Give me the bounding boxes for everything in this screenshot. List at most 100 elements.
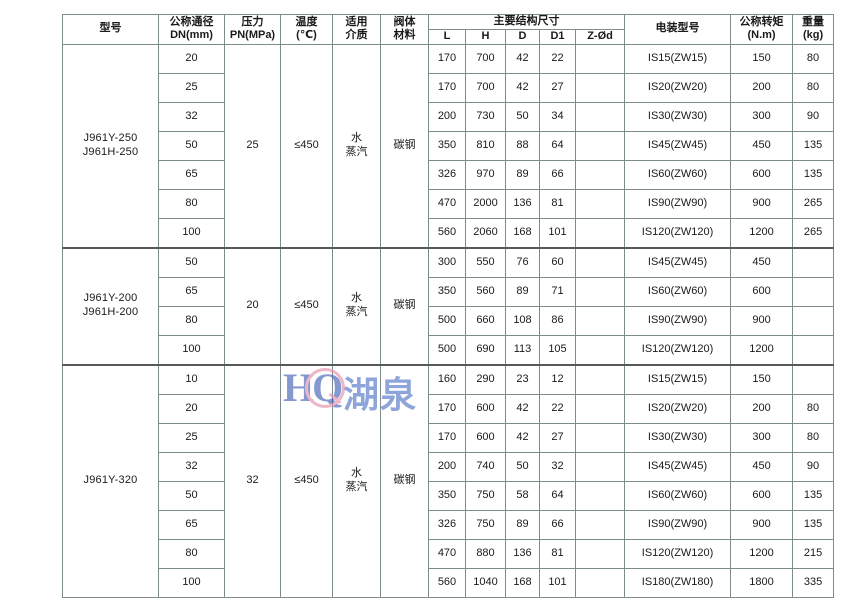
table-body: J961Y-250 J961H-250 20 25 ≤450 水 蒸汽 碳钢 170 700 4… <box>62 43 835 598</box>
cell-nominal-diameter: 32 <box>158 451 225 482</box>
cell-nominal-torque: 600 <box>730 480 794 511</box>
cell-weight: 265 <box>792 188 835 219</box>
cell-dim-H: 740 <box>465 451 506 482</box>
cell-dim-D1: 101 <box>539 567 576 598</box>
cell-dim-H: 690 <box>465 334 506 365</box>
cell-dim-L: 350 <box>428 276 466 307</box>
cell-actuator-model: IS45(ZW45) <box>624 451 732 482</box>
cell-temperature: ≤450 <box>280 246 333 365</box>
header-dim-D: D <box>505 28 540 45</box>
table-row: 100 560 1040 168 101 IS180(ZW180) 1800 335 <box>63 567 835 598</box>
table-row: J961Y-200 J961H-200 50 20 ≤450 水 蒸汽 碳钢 300 550 7… <box>62 246 835 365</box>
cell-dim-D: 76 <box>505 246 540 278</box>
cell-weight: 90 <box>792 101 835 132</box>
cell-dim-Z-od <box>574 130 626 161</box>
cell-dim-L: 470 <box>428 188 466 219</box>
cell-dim-Z-od <box>574 305 626 336</box>
cell-weight: 90 <box>792 451 835 482</box>
cell-nominal-torque: 150 <box>730 43 794 74</box>
header-nominal-diameter: 公称通径 DN(mm) <box>158 14 225 45</box>
cell-weight: 135 <box>792 159 835 190</box>
cell-nominal-diameter: 100 <box>158 334 225 365</box>
cell-dim-D1: 101 <box>539 217 576 248</box>
cell-actuator-model: IS90(ZW90) <box>624 305 732 336</box>
cell-dim-L: 200 <box>428 451 466 482</box>
cell-dim-Z-od <box>574 276 626 307</box>
cell-dim-Z-od <box>574 217 626 248</box>
table-row: 25 170 600 42 27 IS30(ZW30) 300 80 <box>63 422 835 453</box>
cell-temperature: ≤450 <box>280 363 333 598</box>
cell-nominal-diameter: 100 <box>158 567 225 598</box>
cell-nominal-torque: 200 <box>730 393 794 424</box>
cell-dim-D1: 27 <box>539 422 576 453</box>
cell-nominal-diameter: 50 <box>158 130 225 161</box>
cell-nominal-torque: 450 <box>730 451 794 482</box>
cell-nominal-torque: 900 <box>730 305 794 336</box>
header-dim-H: H <box>465 28 506 45</box>
cell-weight: 335 <box>792 567 835 598</box>
table-row: 80 470 880 136 81 IS120(ZW120) 1200 215 <box>63 538 835 569</box>
cell-dim-L: 170 <box>428 393 466 424</box>
cell-dim-H: 810 <box>465 130 506 161</box>
cell-dim-L: 170 <box>428 43 466 74</box>
cell-dim-H: 2000 <box>465 188 506 219</box>
cell-dim-D: 50 <box>505 101 540 132</box>
header-weight-line2: (kg) <box>802 29 824 42</box>
cell-nominal-torque: 900 <box>730 509 794 540</box>
cell-nominal-torque: 450 <box>730 130 794 161</box>
cell-dim-Z-od <box>574 72 626 103</box>
cell-dim-L: 170 <box>428 422 466 453</box>
cell-dim-Z-od <box>574 188 626 219</box>
header-body-material-line1: 阀体 <box>393 15 416 28</box>
cell-weight: 215 <box>792 538 835 569</box>
cell-medium: 水 蒸汽 <box>332 363 381 598</box>
cell-dim-Z-od <box>574 393 626 424</box>
cell-dim-D: 113 <box>505 334 540 365</box>
header-pressure-line2: PN(MPa) <box>229 29 276 42</box>
cell-nominal-diameter: 65 <box>158 159 225 190</box>
table-row: 20 170 600 42 22 IS20(ZW20) 200 80 <box>63 393 835 424</box>
cell-medium: 水 蒸汽 <box>332 246 381 365</box>
cell-dim-D1: 66 <box>539 509 576 540</box>
cell-nominal-diameter: 65 <box>158 276 225 307</box>
cell-dim-L: 160 <box>428 363 466 395</box>
cell-weight <box>792 334 835 365</box>
cell-actuator-model: IS180(ZW180) <box>624 567 732 598</box>
header-pressure: 压力 PN(MPa) <box>224 14 281 45</box>
cell-actuator-model: IS30(ZW30) <box>624 422 732 453</box>
cell-actuator-model: IS15(ZW15) <box>624 363 732 395</box>
cell-nominal-diameter: 80 <box>158 305 225 336</box>
cell-nominal-diameter: 32 <box>158 101 225 132</box>
cell-nominal-torque: 300 <box>730 422 794 453</box>
cell-nominal-torque: 1200 <box>730 217 794 248</box>
cell-dim-L: 300 <box>428 246 466 278</box>
table-row: 100 500 690 113 105 IS120(ZW120) 1200 <box>63 334 835 365</box>
cell-dim-D: 42 <box>505 422 540 453</box>
cell-nominal-torque: 1200 <box>730 334 794 365</box>
cell-weight: 265 <box>792 217 835 248</box>
cell-dim-D: 168 <box>505 567 540 598</box>
cell-dim-L: 500 <box>428 334 466 365</box>
cell-dim-Z-od <box>574 451 626 482</box>
cell-dim-H: 700 <box>465 43 506 74</box>
cell-dim-D: 42 <box>505 393 540 424</box>
table-row: 50 350 750 58 64 IS60(ZW60) 600 135 <box>63 480 835 511</box>
header-temperature-line2: (℃) <box>296 29 317 42</box>
header-row-top: 型号 公称通径 DN(mm) 压力 PN(MPa) 温度 (℃) 适用 介质 <box>62 14 835 45</box>
cell-nominal-diameter: 50 <box>158 246 225 278</box>
cell-actuator-model: IS20(ZW20) <box>624 72 732 103</box>
header-nominal-diameter-line1: 公称通径 <box>169 15 214 28</box>
table-header: 型号 公称通径 DN(mm) 压力 PN(MPa) 温度 (℃) 适用 介质 <box>62 14 835 45</box>
cell-temperature: ≤450 <box>280 43 333 248</box>
cell-weight: 135 <box>792 480 835 511</box>
cell-body-material: 碳钢 <box>380 363 429 598</box>
cell-dim-D1: 12 <box>539 363 576 395</box>
cell-nominal-torque: 600 <box>730 159 794 190</box>
header-medium-line1: 适用 <box>345 15 368 28</box>
header-body-material: 阀体 材料 <box>380 14 429 45</box>
header-medium: 适用 介质 <box>332 14 381 45</box>
cell-dim-D: 89 <box>505 509 540 540</box>
header-nominal-torque: 公称转矩 (N.m) <box>730 14 794 45</box>
cell-actuator-model: IS120(ZW120) <box>624 217 732 248</box>
cell-dim-L: 350 <box>428 480 466 511</box>
